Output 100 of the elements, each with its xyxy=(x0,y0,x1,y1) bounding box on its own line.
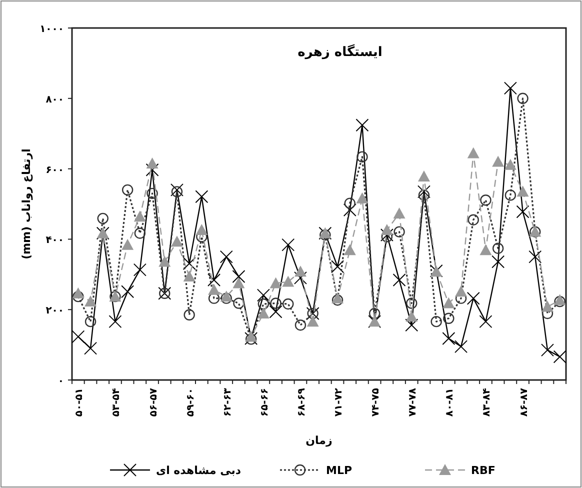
point xyxy=(332,292,344,304)
point xyxy=(504,190,516,201)
point xyxy=(356,151,368,162)
point xyxy=(406,298,418,309)
x-tick-label: ۶۲-۶۳ xyxy=(222,388,234,417)
point xyxy=(380,228,394,242)
point xyxy=(442,332,456,345)
y-tick-label: ۲۰۰ xyxy=(46,306,64,317)
point xyxy=(270,298,282,309)
point xyxy=(220,250,233,264)
point xyxy=(479,315,492,328)
y-tick-label: ۴۰۰ xyxy=(46,235,64,246)
point xyxy=(343,203,356,216)
y-axis-title: ارتفاع رواناب (mm) xyxy=(20,148,33,260)
x-tick-label: ۶۸-۶۹ xyxy=(296,388,308,417)
point xyxy=(72,287,84,298)
point xyxy=(392,274,406,287)
point xyxy=(516,205,530,218)
point xyxy=(467,147,480,158)
point xyxy=(208,274,221,287)
point xyxy=(430,316,442,328)
y-tick-label: ۱۰۰۰ xyxy=(40,24,64,35)
point xyxy=(320,229,331,241)
point xyxy=(146,188,158,200)
point xyxy=(184,309,195,320)
point xyxy=(282,238,295,252)
point xyxy=(134,210,146,222)
point xyxy=(541,300,554,312)
x-tick-label: ۷۷-۷۸ xyxy=(408,388,419,417)
x-axis-title: زمان xyxy=(306,434,332,447)
point xyxy=(528,250,542,264)
point xyxy=(170,236,183,247)
point xyxy=(516,186,529,197)
point xyxy=(480,244,492,256)
point xyxy=(332,294,344,306)
point xyxy=(442,297,455,308)
point xyxy=(344,198,356,209)
x-tick-label: ۵۶-۵۷ xyxy=(148,388,160,417)
point xyxy=(245,330,258,342)
legend-label: دبی مشاهده ای xyxy=(156,464,242,477)
point xyxy=(256,288,270,302)
x-tick-label: ۷۱-۷۲ xyxy=(334,388,345,417)
x-tick-label: ۸۶-۸۷ xyxy=(518,388,530,417)
point xyxy=(455,286,468,297)
point xyxy=(232,270,246,284)
point xyxy=(232,277,245,288)
point xyxy=(356,192,368,204)
legend-label: MLP xyxy=(326,464,352,477)
point xyxy=(454,340,468,354)
point xyxy=(344,244,356,256)
point xyxy=(540,344,554,357)
point xyxy=(443,312,454,324)
point xyxy=(282,276,294,287)
legend-label: RBF xyxy=(471,464,496,477)
x-tick-label: ۸۳-۸۴ xyxy=(482,388,493,417)
point xyxy=(492,255,505,268)
x-tick-label: ۶۵-۶۶ xyxy=(259,388,270,417)
x-tick-label: ۵۰-۵۱ xyxy=(74,388,86,417)
point xyxy=(492,156,504,167)
y-tick-label: ۸۰۰ xyxy=(46,94,64,106)
point xyxy=(84,296,97,307)
point xyxy=(405,318,418,332)
point xyxy=(393,208,406,219)
x-tick-label: ۷۴-۷۵ xyxy=(370,388,382,417)
point xyxy=(504,158,516,170)
point xyxy=(270,277,282,288)
point xyxy=(394,226,405,238)
point xyxy=(208,284,220,295)
point xyxy=(331,260,344,274)
x-tick-label: ۵۹-۶۰ xyxy=(185,388,196,417)
point xyxy=(122,184,134,196)
y-tick-label: ۰ xyxy=(58,376,64,387)
point xyxy=(368,308,380,320)
point xyxy=(182,256,196,270)
point xyxy=(418,170,430,182)
point xyxy=(72,290,84,302)
point xyxy=(121,285,134,298)
point xyxy=(294,266,306,277)
point xyxy=(492,242,504,254)
point xyxy=(356,118,369,132)
point xyxy=(258,298,270,310)
point xyxy=(122,238,134,250)
point xyxy=(171,186,183,198)
point xyxy=(84,316,96,328)
point xyxy=(158,256,171,267)
point xyxy=(196,224,208,236)
x-tick-label: ۵۳-۵۴ xyxy=(111,388,122,417)
point xyxy=(146,158,158,169)
point xyxy=(269,305,282,318)
point xyxy=(183,270,196,282)
point xyxy=(504,82,517,95)
point xyxy=(406,310,418,322)
point xyxy=(282,298,294,310)
point xyxy=(134,228,146,239)
text: ایستگاه زهره xyxy=(298,44,382,60)
point xyxy=(108,315,122,328)
point xyxy=(294,271,307,284)
point xyxy=(306,316,319,327)
y-tick-label: ۶۰۰ xyxy=(46,164,64,176)
point xyxy=(97,212,108,224)
